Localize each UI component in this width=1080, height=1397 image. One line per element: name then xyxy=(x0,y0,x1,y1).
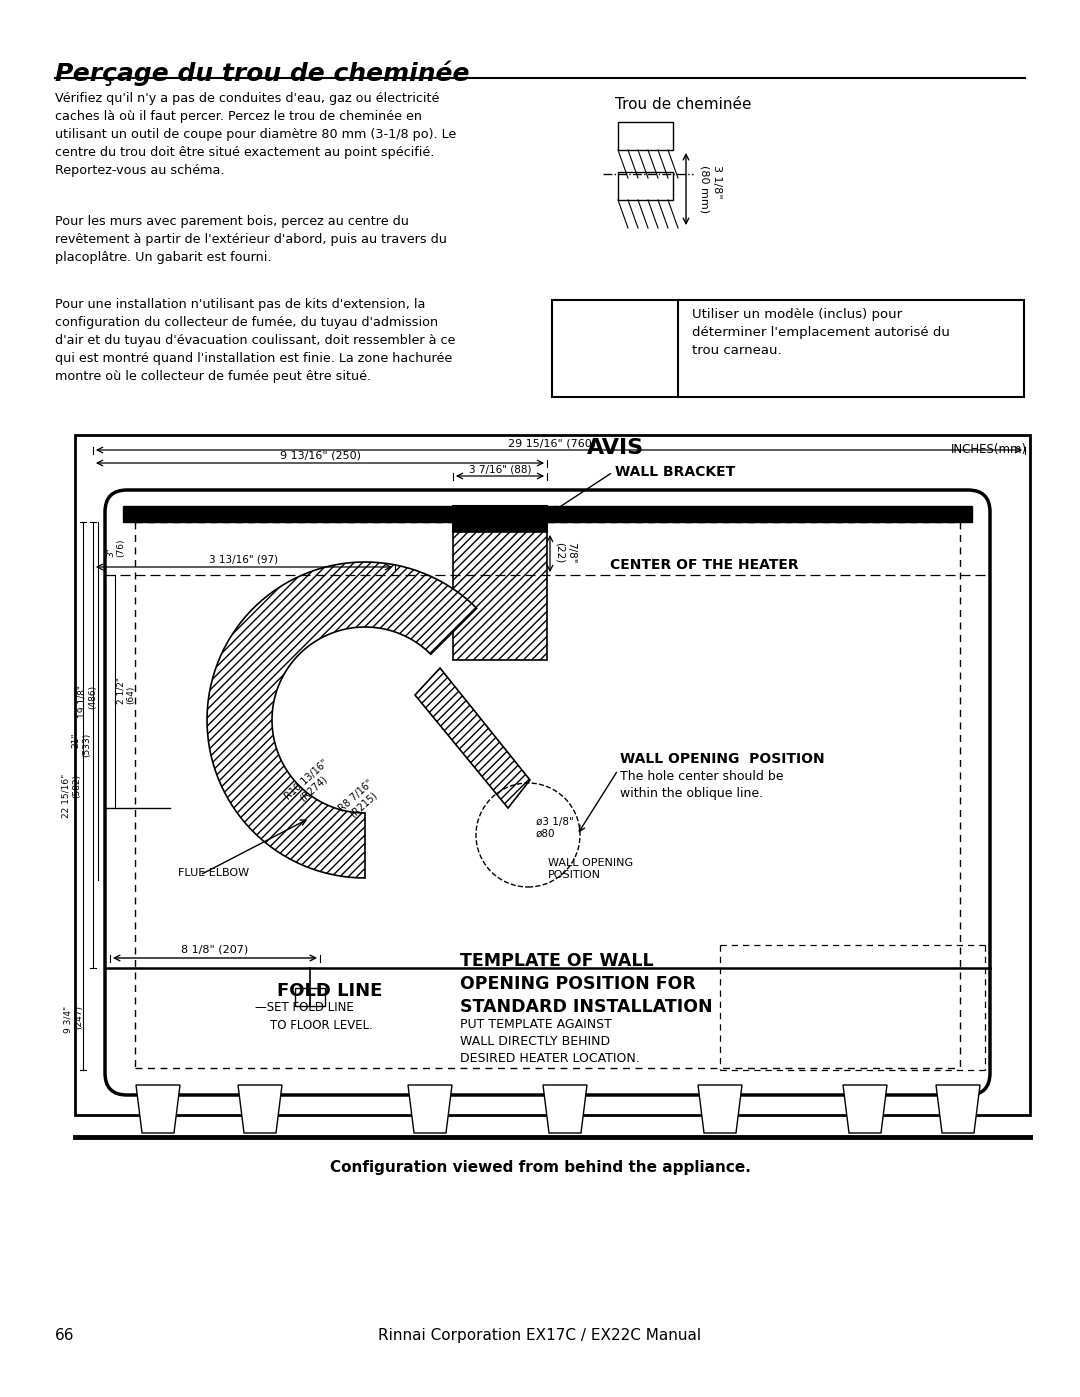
Text: The hole center should be
within the oblique line.: The hole center should be within the obl… xyxy=(620,770,783,800)
Text: 21"
(533): 21" (533) xyxy=(71,733,91,757)
Bar xyxy=(295,988,325,1006)
Text: 22 15/16"
(582): 22 15/16" (582) xyxy=(62,774,81,819)
Text: Trou de cheminée: Trou de cheminée xyxy=(615,96,752,112)
Text: FOLD LINE: FOLD LINE xyxy=(278,982,382,1000)
Bar xyxy=(453,532,546,659)
Text: Pour les murs avec parement bois, percez au centre du
revêtement à partir de l'e: Pour les murs avec parement bois, percez… xyxy=(55,215,447,264)
Text: 3 13/16" (97): 3 13/16" (97) xyxy=(210,555,279,564)
Text: 66: 66 xyxy=(55,1329,75,1343)
Text: WALL BRACKET: WALL BRACKET xyxy=(615,465,735,479)
Text: R8 7/16"
(R215): R8 7/16" (R215) xyxy=(337,778,383,823)
Text: Vérifiez qu'il n'y a pas de conduites d'eau, gaz ou électricité
caches là où il : Vérifiez qu'il n'y a pas de conduites d'… xyxy=(55,92,456,177)
Text: FLUE ELBOW: FLUE ELBOW xyxy=(178,868,249,877)
Polygon shape xyxy=(415,668,530,807)
Text: 9 13/16" (250): 9 13/16" (250) xyxy=(280,451,361,461)
Text: Utiliser un modèle (inclus) pour
déterminer l'emplacement autorisé du
trou carne: Utiliser un modèle (inclus) pour détermi… xyxy=(692,307,950,358)
Text: 2 1/2"
(64): 2 1/2" (64) xyxy=(116,678,135,704)
Text: 7/8"
(22): 7/8" (22) xyxy=(555,542,577,564)
Polygon shape xyxy=(543,1085,588,1133)
Polygon shape xyxy=(936,1085,980,1133)
Polygon shape xyxy=(408,1085,453,1133)
Text: R10 13/16"
(R274): R10 13/16" (R274) xyxy=(283,759,337,810)
Text: 9 3/4"
(247): 9 3/4" (247) xyxy=(64,1006,83,1032)
Text: ø3 1/8"
ø80: ø3 1/8" ø80 xyxy=(536,817,573,838)
Bar xyxy=(75,434,1030,1115)
Bar xyxy=(618,122,673,149)
Text: WALL OPENING
POSITION: WALL OPENING POSITION xyxy=(548,858,633,880)
Text: —SET FOLD LINE
    TO FLOOR LEVEL.: —SET FOLD LINE TO FLOOR LEVEL. xyxy=(255,1002,373,1032)
Polygon shape xyxy=(207,562,476,877)
Text: 3"
(76): 3" (76) xyxy=(106,539,125,557)
FancyBboxPatch shape xyxy=(105,490,990,1095)
Bar xyxy=(123,506,972,522)
Text: 29 15/16" (760): 29 15/16" (760) xyxy=(508,439,596,448)
Bar xyxy=(618,172,673,200)
Bar xyxy=(453,506,546,532)
Text: Pour une installation n'utilisant pas de kits d'extension, la
configuration du c: Pour une installation n'utilisant pas de… xyxy=(55,298,456,383)
Text: Perçage du trou de cheminée: Perçage du trou de cheminée xyxy=(55,60,470,85)
Text: 19 1/8"
(486): 19 1/8" (486) xyxy=(78,685,97,718)
Polygon shape xyxy=(843,1085,887,1133)
Text: TEMPLATE OF WALL
OPENING POSITION FOR
STANDARD INSTALLATION: TEMPLATE OF WALL OPENING POSITION FOR ST… xyxy=(460,951,713,1016)
Text: 3 7/16" (88): 3 7/16" (88) xyxy=(469,464,531,474)
Text: WALL OPENING  POSITION: WALL OPENING POSITION xyxy=(620,752,825,766)
Text: INCHES(mm): INCHES(mm) xyxy=(950,443,1027,455)
Polygon shape xyxy=(238,1085,282,1133)
Text: 8 1/8" (207): 8 1/8" (207) xyxy=(181,944,248,956)
Text: Rinnai Corporation EX17C / EX22C Manual: Rinnai Corporation EX17C / EX22C Manual xyxy=(378,1329,702,1343)
Text: AVIS: AVIS xyxy=(586,439,644,458)
Text: 3 1/8"
(80 mm): 3 1/8" (80 mm) xyxy=(700,165,721,214)
Text: PUT TEMPLATE AGAINST
WALL DIRECTLY BEHIND
DESIRED HEATER LOCATION.: PUT TEMPLATE AGAINST WALL DIRECTLY BEHIN… xyxy=(460,1018,639,1065)
Polygon shape xyxy=(698,1085,742,1133)
Bar xyxy=(552,300,1024,397)
Polygon shape xyxy=(136,1085,180,1133)
Text: CENTER OF THE HEATER: CENTER OF THE HEATER xyxy=(610,557,798,571)
Text: Configuration viewed from behind the appliance.: Configuration viewed from behind the app… xyxy=(329,1160,751,1175)
